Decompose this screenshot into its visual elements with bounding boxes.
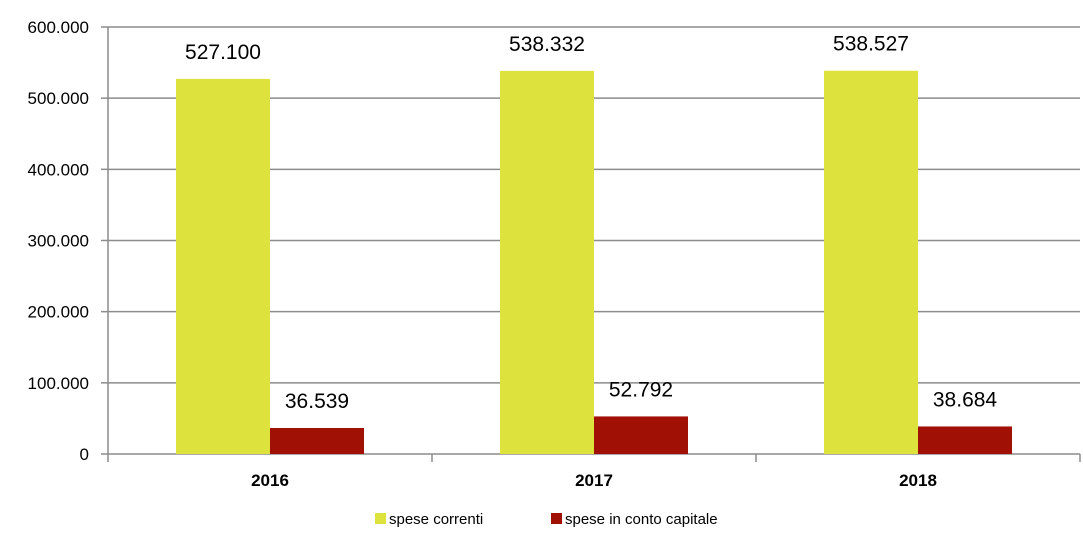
- data-label: 538.332: [509, 33, 585, 56]
- y-tick-label: 400.000: [28, 160, 89, 179]
- data-label: 52.792: [609, 378, 673, 401]
- x-tick-label: 2016: [251, 471, 289, 490]
- bar-spese-correnti: [176, 78, 270, 455]
- x-tick-label: 2018: [899, 471, 937, 490]
- data-label: 38.684: [933, 388, 998, 411]
- data-label: 36.539: [285, 390, 349, 413]
- x-tick-label: 2017: [575, 471, 613, 490]
- y-tick-label: 600.000: [28, 18, 89, 37]
- bar-spese-in-conto-capitale: [918, 426, 1012, 454]
- bar-spese-correnti: [500, 70, 594, 455]
- y-tick-label: 200.000: [28, 303, 89, 322]
- legend-label-spese-in-conto-capitale: spese in conto capitale: [565, 511, 718, 528]
- legend-swatch-spese-in-conto-capitale: [551, 513, 562, 524]
- y-tick-label: 100.000: [28, 374, 89, 393]
- data-label: 538.527: [833, 33, 909, 56]
- bar-spese-correnti: [824, 70, 918, 454]
- y-tick-label: 300.000: [28, 232, 89, 251]
- data-label: 527.100: [185, 41, 261, 64]
- legend-label-spese-correnti: spese correnti: [389, 511, 483, 528]
- legend-swatch-spese-correnti: [375, 513, 386, 524]
- y-tick-label: 500.000: [28, 89, 89, 108]
- y-tick-label: 0: [80, 445, 89, 464]
- bar-spese-in-conto-capitale: [594, 416, 688, 454]
- bar-spese-in-conto-capitale: [270, 427, 364, 454]
